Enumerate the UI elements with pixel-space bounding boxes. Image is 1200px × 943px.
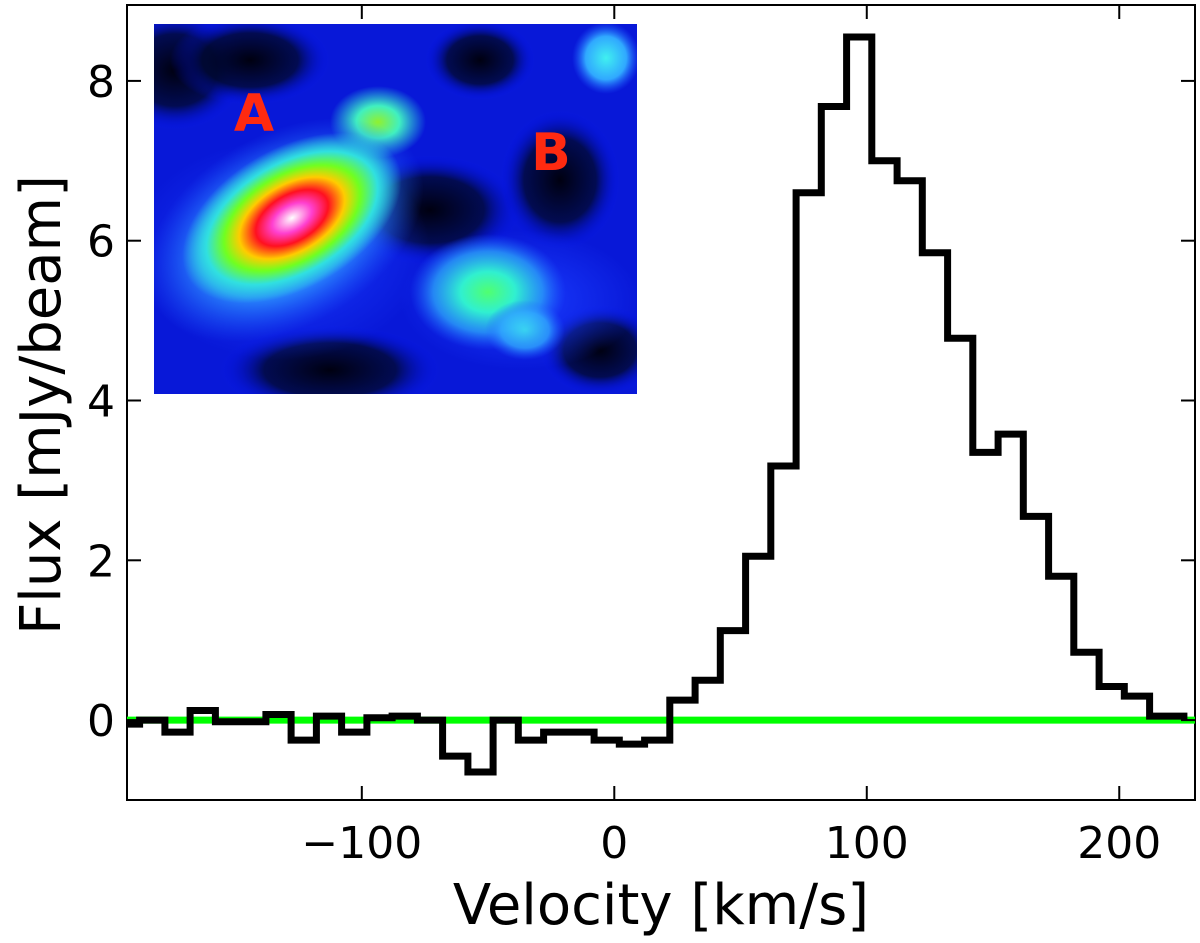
inset-map: A B (154, 24, 637, 394)
y-tick-label: 6 (87, 217, 115, 268)
y-axis-title: Flux [mJy/beam] (9, 175, 74, 635)
flux-step-line (127, 33, 1188, 776)
y-tick-label: 4 (87, 377, 115, 428)
y-tick-label: 0 (87, 696, 115, 747)
inset-label-b: B (531, 123, 571, 183)
inset-cyan-spot (572, 24, 637, 94)
x-axis-ticks: −100 0 100 200 (301, 5, 1161, 869)
inset-source-a-core (182, 132, 402, 304)
x-axis-title: Velocity [km/s] (453, 873, 869, 938)
x-tick-label: 0 (600, 818, 628, 869)
x-tick-label: −100 (301, 818, 422, 869)
inset-dark-patch (170, 24, 330, 105)
y-tick-label: 8 (87, 57, 115, 108)
inset-source-b-tail (485, 300, 565, 360)
x-tick-label: 200 (1077, 818, 1161, 869)
plot-frame (126, 4, 1196, 801)
inset-label-a: A (234, 84, 274, 144)
y-axis-ticks: 0 2 4 6 8 (87, 57, 1195, 747)
y-tick-label: 2 (87, 536, 115, 587)
inset-dark-patch (425, 24, 535, 100)
x-tick-label: 100 (825, 818, 909, 869)
inset-dark-patch (500, 110, 620, 250)
